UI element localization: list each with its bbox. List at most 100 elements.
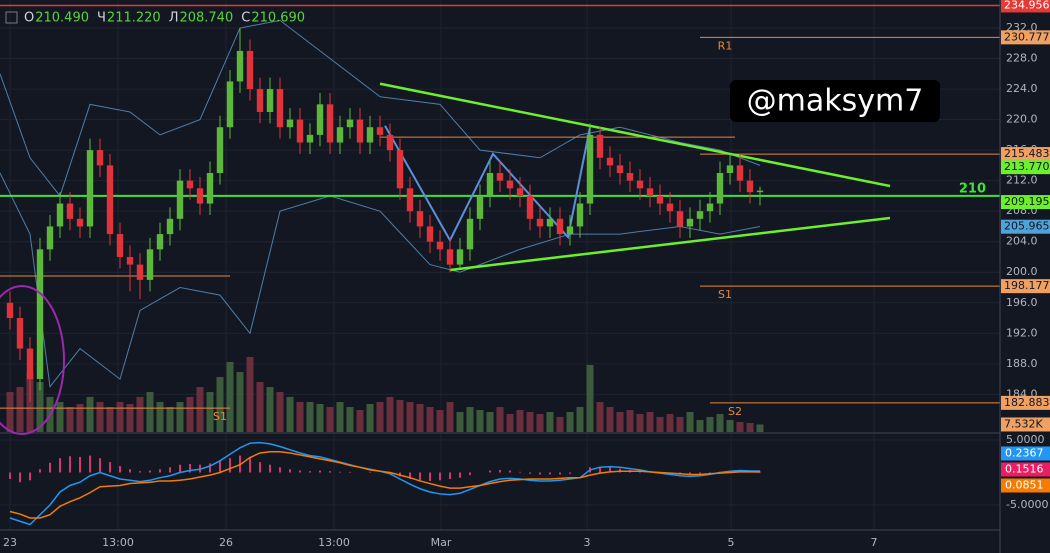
volume-bar: [616, 412, 624, 432]
axis-marker-label: 209.195: [1004, 195, 1050, 208]
volume-bar: [596, 402, 604, 432]
candle-body: [56, 203, 64, 227]
candle-body: [416, 211, 424, 227]
volume-bar: [216, 377, 224, 432]
x-tick-label: 13:00: [318, 536, 350, 549]
candle-body: [96, 150, 104, 166]
macd-histogram-bar: [369, 471, 371, 473]
volume-bar: [756, 424, 764, 432]
candle-body: [506, 180, 514, 189]
candle-body: [366, 127, 374, 143]
candle-body: [716, 173, 724, 204]
y-tick-label: 204.0: [1006, 235, 1038, 248]
macd-histogram-bar: [599, 466, 601, 473]
candle-body: [326, 104, 334, 143]
candle-body: [216, 127, 224, 174]
level-tag: S2: [728, 405, 742, 418]
candle-body: [636, 180, 644, 189]
volume-bar: [646, 412, 654, 432]
macd-histogram-bar: [119, 465, 121, 473]
candle-body: [646, 188, 654, 196]
axis-marker-label: 198.177: [1004, 279, 1050, 292]
volume-bar: [576, 407, 584, 432]
readout-icon: [5, 11, 18, 24]
macd-histogram-bar: [59, 458, 61, 473]
candle-body: [406, 188, 414, 212]
macd-histogram-bar: [259, 462, 261, 473]
volume-bar: [6, 392, 14, 432]
axis-marker-label: 213.770: [1004, 160, 1050, 173]
volume-bar: [716, 414, 724, 432]
macd-histogram-bar: [489, 470, 491, 473]
volume-bar: [276, 392, 284, 432]
axis-marker: [1001, 395, 1050, 410]
volume-bar: [236, 372, 244, 432]
candle-body: [446, 249, 454, 265]
macd-histogram-bar: [209, 463, 211, 473]
volume-bar: [476, 410, 484, 432]
macd-histogram-bar: [419, 472, 421, 481]
volume-bar: [746, 423, 754, 432]
volume-bar: [426, 407, 434, 432]
macd-histogram-bar: [139, 471, 141, 473]
macd-histogram-bar: [349, 471, 351, 473]
candle-body: [756, 190, 764, 193]
macd-histogram-bar: [279, 467, 281, 473]
volume-bar: [526, 412, 534, 432]
candle-body: [626, 173, 634, 181]
macd-histogram-bar: [699, 472, 701, 474]
macd-histogram-bar: [449, 472, 451, 479]
volume-bar: [226, 362, 234, 432]
trendline: [384, 125, 591, 243]
volume-bar: [176, 402, 184, 432]
axis-marker-label: 182.883: [1004, 396, 1050, 409]
highlight-circle: [0, 285, 65, 435]
candle-body: [486, 173, 494, 196]
readout-label: Ч: [97, 11, 106, 26]
macd-histogram-bar: [299, 470, 301, 473]
watermark: @maksym7: [730, 80, 940, 122]
macd-histogram-bar: [319, 470, 321, 473]
volume-bar: [506, 414, 514, 432]
axis-marker-label: 0.1516: [1005, 462, 1044, 475]
volume-bar: [286, 397, 294, 432]
candle-body: [86, 150, 94, 227]
macd-histogram-bar: [189, 464, 191, 473]
macd-histogram-bar: [9, 472, 11, 479]
volume-bar: [456, 412, 464, 432]
candle-body: [256, 89, 264, 112]
volume-bar: [326, 407, 334, 432]
macd-histogram-bar: [109, 462, 111, 473]
axis-marker: [1001, 219, 1050, 234]
y-tick-label: 196.0: [1006, 296, 1038, 309]
candle-body: [176, 180, 184, 219]
macd-histogram-bar: [269, 464, 271, 473]
macd-histogram-bar: [689, 472, 691, 475]
volume-bar: [266, 387, 274, 432]
trendline: [379, 82, 891, 188]
axis-marker: [1001, 147, 1050, 162]
macd-histogram-bar: [509, 470, 511, 473]
level-tag: R1: [718, 39, 733, 52]
candle-body: [676, 211, 684, 227]
volume-bar: [206, 392, 214, 432]
volume-bar: [86, 397, 94, 432]
axis-marker-label: 215.483: [1004, 147, 1050, 160]
candle-body: [376, 127, 384, 135]
candle-body: [156, 234, 164, 250]
x-tick-label: 5: [728, 536, 735, 549]
candle-body: [396, 150, 404, 189]
volume-bar: [386, 397, 394, 432]
candle-body: [516, 188, 524, 196]
volume-bar: [496, 407, 504, 432]
level-tag: S1: [718, 288, 732, 301]
volume-bar: [16, 387, 24, 432]
candle-body: [686, 218, 694, 227]
volume-bar: [466, 407, 474, 432]
volume-bar: [116, 402, 124, 432]
level-tag: 210: [959, 181, 986, 196]
candle-body: [266, 89, 274, 112]
volume-bar: [446, 402, 454, 432]
macd-histogram-bar: [519, 471, 521, 473]
candle-body: [736, 165, 744, 181]
